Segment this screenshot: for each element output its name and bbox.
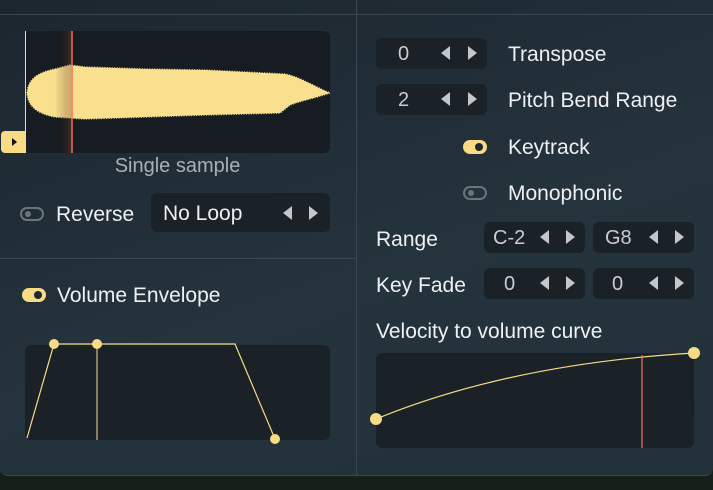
waveform — [26, 31, 330, 153]
range-low-value: C-2 — [493, 227, 526, 249]
pitch-bend-value: 2 — [398, 89, 410, 111]
envelope-curve — [26, 339, 280, 444]
velocity-curve-editor[interactable] — [376, 353, 694, 448]
keytrack-toggle[interactable] — [463, 140, 487, 154]
transpose-label: Transpose — [508, 43, 607, 66]
increment-icon[interactable] — [566, 276, 575, 290]
pitch-bend-label: Pitch Bend Range — [508, 89, 678, 112]
volume-envelope-toggle[interactable] — [22, 288, 46, 302]
decrement-icon[interactable] — [649, 276, 658, 290]
release-point[interactable] — [270, 434, 280, 444]
envelope-editor[interactable] — [25, 345, 330, 440]
increment-icon[interactable] — [675, 230, 684, 244]
monophonic-toggle[interactable] — [463, 186, 487, 200]
key-fade-label: Key Fade — [376, 274, 466, 297]
section-divider — [0, 258, 356, 259]
range-low-stepper[interactable]: C-2 — [484, 222, 585, 253]
velocity-curve — [370, 347, 700, 448]
increment-icon[interactable] — [468, 46, 477, 60]
key-fade-high-stepper[interactable]: 0 — [593, 268, 694, 299]
key-fade-low-value: 0 — [504, 273, 516, 295]
volume-envelope-label: Volume Envelope — [57, 284, 221, 307]
transpose-value: 0 — [398, 43, 410, 65]
reverse-label: Reverse — [56, 203, 135, 226]
sampler-panel: Single sample Reverse No Loop Volume Env… — [0, 0, 713, 476]
range-label: Range — [376, 228, 438, 251]
start-marker-handle[interactable] — [1, 131, 26, 153]
column-divider — [356, 0, 357, 476]
increment-icon[interactable] — [566, 230, 575, 244]
attack-point[interactable] — [49, 339, 59, 349]
reverse-toggle[interactable] — [20, 207, 44, 221]
monophonic-label: Monophonic — [508, 182, 623, 205]
prev-arrow-icon[interactable] — [283, 206, 292, 220]
increment-icon[interactable] — [468, 92, 477, 106]
hold-point[interactable] — [92, 339, 102, 349]
decrement-icon[interactable] — [540, 276, 549, 290]
sample-caption: Single sample — [114, 155, 241, 177]
increment-icon[interactable] — [675, 276, 684, 290]
decrement-icon[interactable] — [441, 46, 450, 60]
keytrack-label: Keytrack — [508, 136, 590, 159]
play-icon — [12, 138, 17, 146]
decrement-icon[interactable] — [649, 230, 658, 244]
decrement-icon[interactable] — [540, 230, 549, 244]
loop-mode-value: No Loop — [163, 202, 243, 225]
curve-end-point[interactable] — [688, 347, 700, 359]
key-fade-low-stepper[interactable]: 0 — [484, 268, 585, 299]
range-high-stepper[interactable]: G8 — [593, 222, 694, 253]
loop-mode-selector[interactable]: No Loop — [151, 193, 330, 232]
key-fade-high-value: 0 — [612, 273, 624, 295]
waveform-display[interactable] — [25, 31, 330, 153]
pitch-bend-stepper[interactable]: 2 — [376, 84, 487, 115]
next-arrow-icon[interactable] — [309, 206, 318, 220]
decrement-icon[interactable] — [441, 92, 450, 106]
transpose-stepper[interactable]: 0 — [376, 38, 487, 69]
range-high-value: G8 — [605, 227, 632, 249]
curve-start-point[interactable] — [370, 413, 382, 425]
sample-start-marker[interactable] — [25, 31, 26, 153]
velocity-curve-label: Velocity to volume curve — [376, 320, 603, 343]
